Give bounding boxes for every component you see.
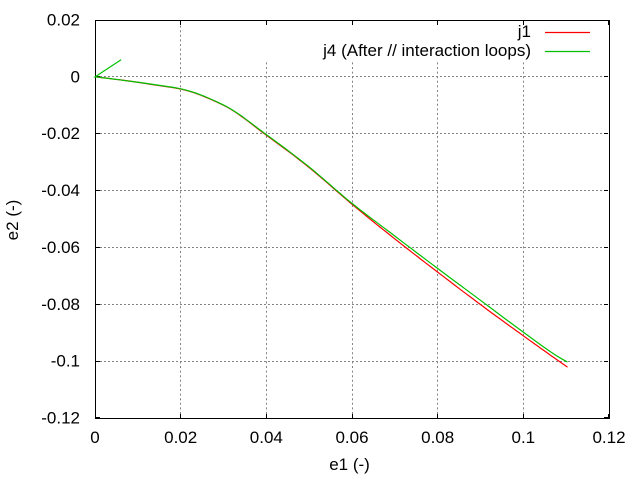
svg-text:0.02: 0.02 xyxy=(164,428,197,447)
svg-text:-0.1: -0.1 xyxy=(51,352,80,371)
svg-text:j4 (After // interaction loops: j4 (After // interaction loops) xyxy=(322,41,531,60)
svg-text:0.12: 0.12 xyxy=(592,428,625,447)
svg-text:-0.04: -0.04 xyxy=(41,181,80,200)
svg-text:0: 0 xyxy=(71,67,80,86)
svg-text:0.04: 0.04 xyxy=(250,428,283,447)
svg-text:e1 (-): e1 (-) xyxy=(329,455,370,474)
svg-text:-0.02: -0.02 xyxy=(41,124,80,143)
svg-text:-0.12: -0.12 xyxy=(41,409,80,428)
svg-text:-0.06: -0.06 xyxy=(41,238,80,257)
svg-text:0.08: 0.08 xyxy=(421,428,454,447)
svg-text:0: 0 xyxy=(90,428,99,447)
svg-text:e2 (-): e2 (-) xyxy=(3,200,22,241)
svg-text:0.02: 0.02 xyxy=(47,11,80,30)
svg-text:0.06: 0.06 xyxy=(335,428,368,447)
svg-text:0.1: 0.1 xyxy=(512,428,536,447)
svg-text:-0.08: -0.08 xyxy=(41,295,80,314)
svg-text:j1: j1 xyxy=(517,22,531,41)
